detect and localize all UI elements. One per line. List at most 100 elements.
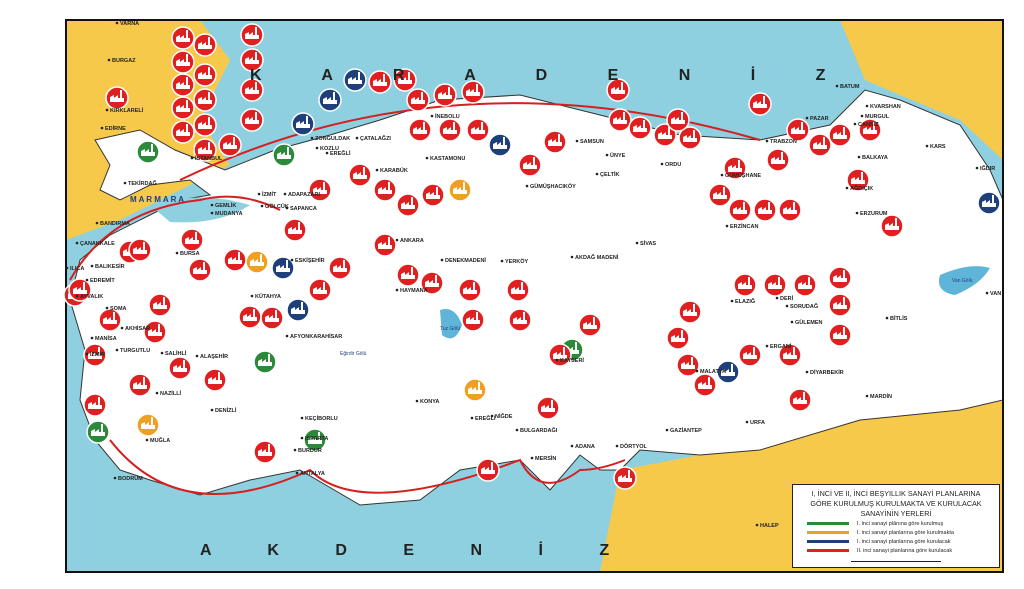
city-label: GAZİANTEP [670, 427, 702, 434]
industry-marker-kurulacak-2 [171, 120, 195, 144]
city-dot [775, 296, 779, 300]
factory-icon [713, 187, 727, 199]
industry-marker-kurulacak-2 [83, 343, 107, 367]
city-dot [90, 336, 94, 340]
city-dot [105, 108, 109, 112]
legend-label: II. inci sanayi planlarına göre kurulaca… [857, 547, 953, 554]
city-dot [555, 358, 559, 362]
factory-icon [466, 84, 480, 96]
factory-icon [798, 277, 812, 289]
city-dot [985, 291, 989, 295]
city-dot [720, 173, 724, 177]
city-label: BURGAZ [112, 58, 136, 64]
industry-marker-kurulacak-2 [613, 466, 637, 490]
industry-marker-kurulacak-2 [240, 23, 264, 47]
factory-icon [493, 137, 507, 149]
city-label: BİTLİS [890, 315, 908, 322]
industry-marker-kurulacak-2 [723, 156, 747, 180]
city-label: KONYA [420, 399, 439, 405]
city-label: SALİHLİ [165, 350, 187, 357]
city-label: KARABÜK [380, 167, 408, 174]
city-dot [315, 146, 319, 150]
city-label: MARDİN [870, 393, 892, 400]
factory-icon [398, 72, 412, 84]
city-label: SİVAS [640, 240, 656, 247]
city-dot [925, 144, 929, 148]
city-dot [805, 370, 809, 374]
city-dot [665, 428, 669, 432]
tuz-lake-label: Tuz Gölü [440, 326, 460, 332]
industry-marker-kurulacak-2 [458, 278, 482, 302]
factory-icon [813, 137, 827, 149]
factory-icon [583, 317, 597, 329]
industry-marker-kurulacak-2 [260, 306, 284, 330]
city-label: AYVALIK [80, 294, 103, 300]
city-dot [615, 444, 619, 448]
factory-icon [425, 275, 439, 287]
city-dot [570, 255, 574, 259]
factory-icon [426, 187, 440, 199]
factory-icon [453, 182, 467, 194]
van-lake-label: Van Gölü [952, 278, 973, 284]
factory-icon [313, 182, 327, 194]
city-label: İZMİT [262, 191, 277, 198]
industry-marker-kurulacak-2 [203, 368, 227, 392]
city-label: ÇANAKKALE [80, 241, 115, 247]
city-label: EDREMİT [90, 277, 115, 284]
city-label: TRABZON [770, 139, 797, 145]
industry-marker-kurulacak-2 [171, 26, 195, 50]
industry-marker-kurulacak-2 [193, 63, 217, 87]
city-label: DÖRTYOL [620, 443, 648, 450]
city-label: SOMA [110, 306, 127, 312]
industry-marker-kurulacak-2 [808, 133, 832, 157]
industry-marker-kurulacak-2 [766, 148, 790, 172]
city-label: MUĞLA [150, 436, 170, 444]
city-dot [395, 288, 399, 292]
industry-marker-kurulacak-2 [393, 68, 417, 92]
marmara-route [69, 195, 281, 281]
industry-marker-kurulacak-2 [508, 308, 532, 332]
city-label: BURSA [180, 251, 200, 257]
industry-marker-kurulacak-2 [753, 198, 777, 222]
industry-marker-kurulacak-1 [286, 298, 310, 322]
city-dot [845, 186, 849, 190]
egirdir-lake-label: Eğirdir Gölü [340, 351, 367, 357]
industry-marker-kurulacak-2 [708, 183, 732, 207]
city-dot [300, 436, 304, 440]
city-dot [375, 168, 379, 172]
industry-marker-kurulacak-2 [193, 33, 217, 57]
city-dot [805, 116, 809, 120]
legend-line [807, 531, 849, 534]
factory-icon [753, 96, 767, 108]
city-dot [885, 316, 889, 320]
city-label: İNEBOLU [435, 113, 460, 120]
industry-marker-kurulacak-2 [240, 108, 264, 132]
factory-icon [768, 277, 782, 289]
city-label: ÇELTİK [600, 171, 619, 178]
factory-icon [291, 302, 305, 314]
city-label: ERZURUM [860, 211, 888, 217]
factory-icon [173, 360, 187, 372]
legend-line [807, 522, 849, 525]
industry-marker-kurulacak-2 [738, 343, 762, 367]
city-label: KEÇİBORLU [305, 415, 338, 422]
city-label: İZMİR [90, 351, 105, 358]
city-label: YERKÖY [505, 258, 529, 265]
city-label: BODRUM [118, 476, 143, 482]
industry-marker-kurulacak-2 [83, 393, 107, 417]
industry-marker-kurulacak-2 [828, 266, 852, 290]
factory-icon [833, 127, 847, 139]
factory-icon [791, 122, 805, 134]
industry-marker-kurulacak-1 [343, 68, 367, 92]
industry-marker-kurulacak-2 [193, 113, 217, 137]
city-dot [430, 114, 434, 118]
industry-marker-kurulacak-2 [438, 118, 462, 142]
factory-icon [733, 202, 747, 214]
city-label: VARNA [120, 21, 139, 27]
factory-icon [110, 90, 124, 102]
city-dot [525, 184, 529, 188]
city-dot [570, 444, 574, 448]
industry-marker-kurulacak-2 [193, 138, 217, 162]
city-label: ERGANİ [770, 343, 792, 350]
city-dot [310, 136, 314, 140]
